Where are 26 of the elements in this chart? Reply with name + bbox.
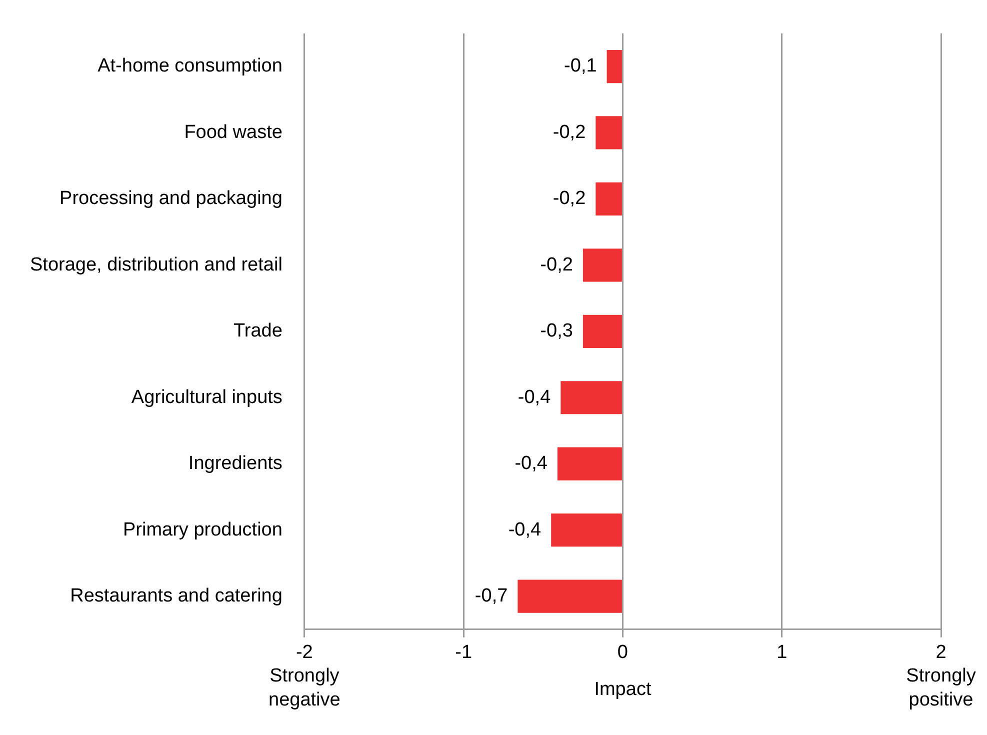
x-tick-label: 1 <box>776 642 788 664</box>
data-label: -0,7 <box>474 586 508 607</box>
x-tick-label: -2 <box>296 642 313 664</box>
y-tick-label: Ingredients <box>188 453 282 474</box>
y-tick-label: Trade <box>233 320 282 342</box>
x-tick-label: 2 <box>936 642 946 664</box>
data-label: -0,2 <box>552 122 586 143</box>
y-tick-label: Food waste <box>184 122 282 143</box>
y-tick-label: Agricultural inputs <box>131 386 282 408</box>
x-axis-title: Impact <box>594 678 652 700</box>
text: Strongly negative <box>268 666 340 711</box>
y-tick-label: Restaurants and catering <box>70 586 282 607</box>
data-label: -0,1 <box>564 56 597 77</box>
y-tick-label: At-home consumption <box>98 56 282 77</box>
text: Strongly positive <box>906 666 976 711</box>
y-tick-label: Storage, distribution and retail <box>30 254 282 276</box>
data-label: -0,4 <box>514 453 548 474</box>
x-tick-label: 0 <box>617 642 628 664</box>
data-label: -0,2 <box>552 188 586 210</box>
x-tick-label: -1 <box>455 642 472 664</box>
data-label: -0,4 <box>508 519 542 540</box>
data-label: -0,2 <box>540 254 573 276</box>
y-tick-label: Processing and packaging <box>60 188 282 210</box>
data-label: -0,3 <box>540 320 573 342</box>
data-label: -0,4 <box>518 386 552 408</box>
y-tick-label: Primary production <box>122 519 282 540</box>
